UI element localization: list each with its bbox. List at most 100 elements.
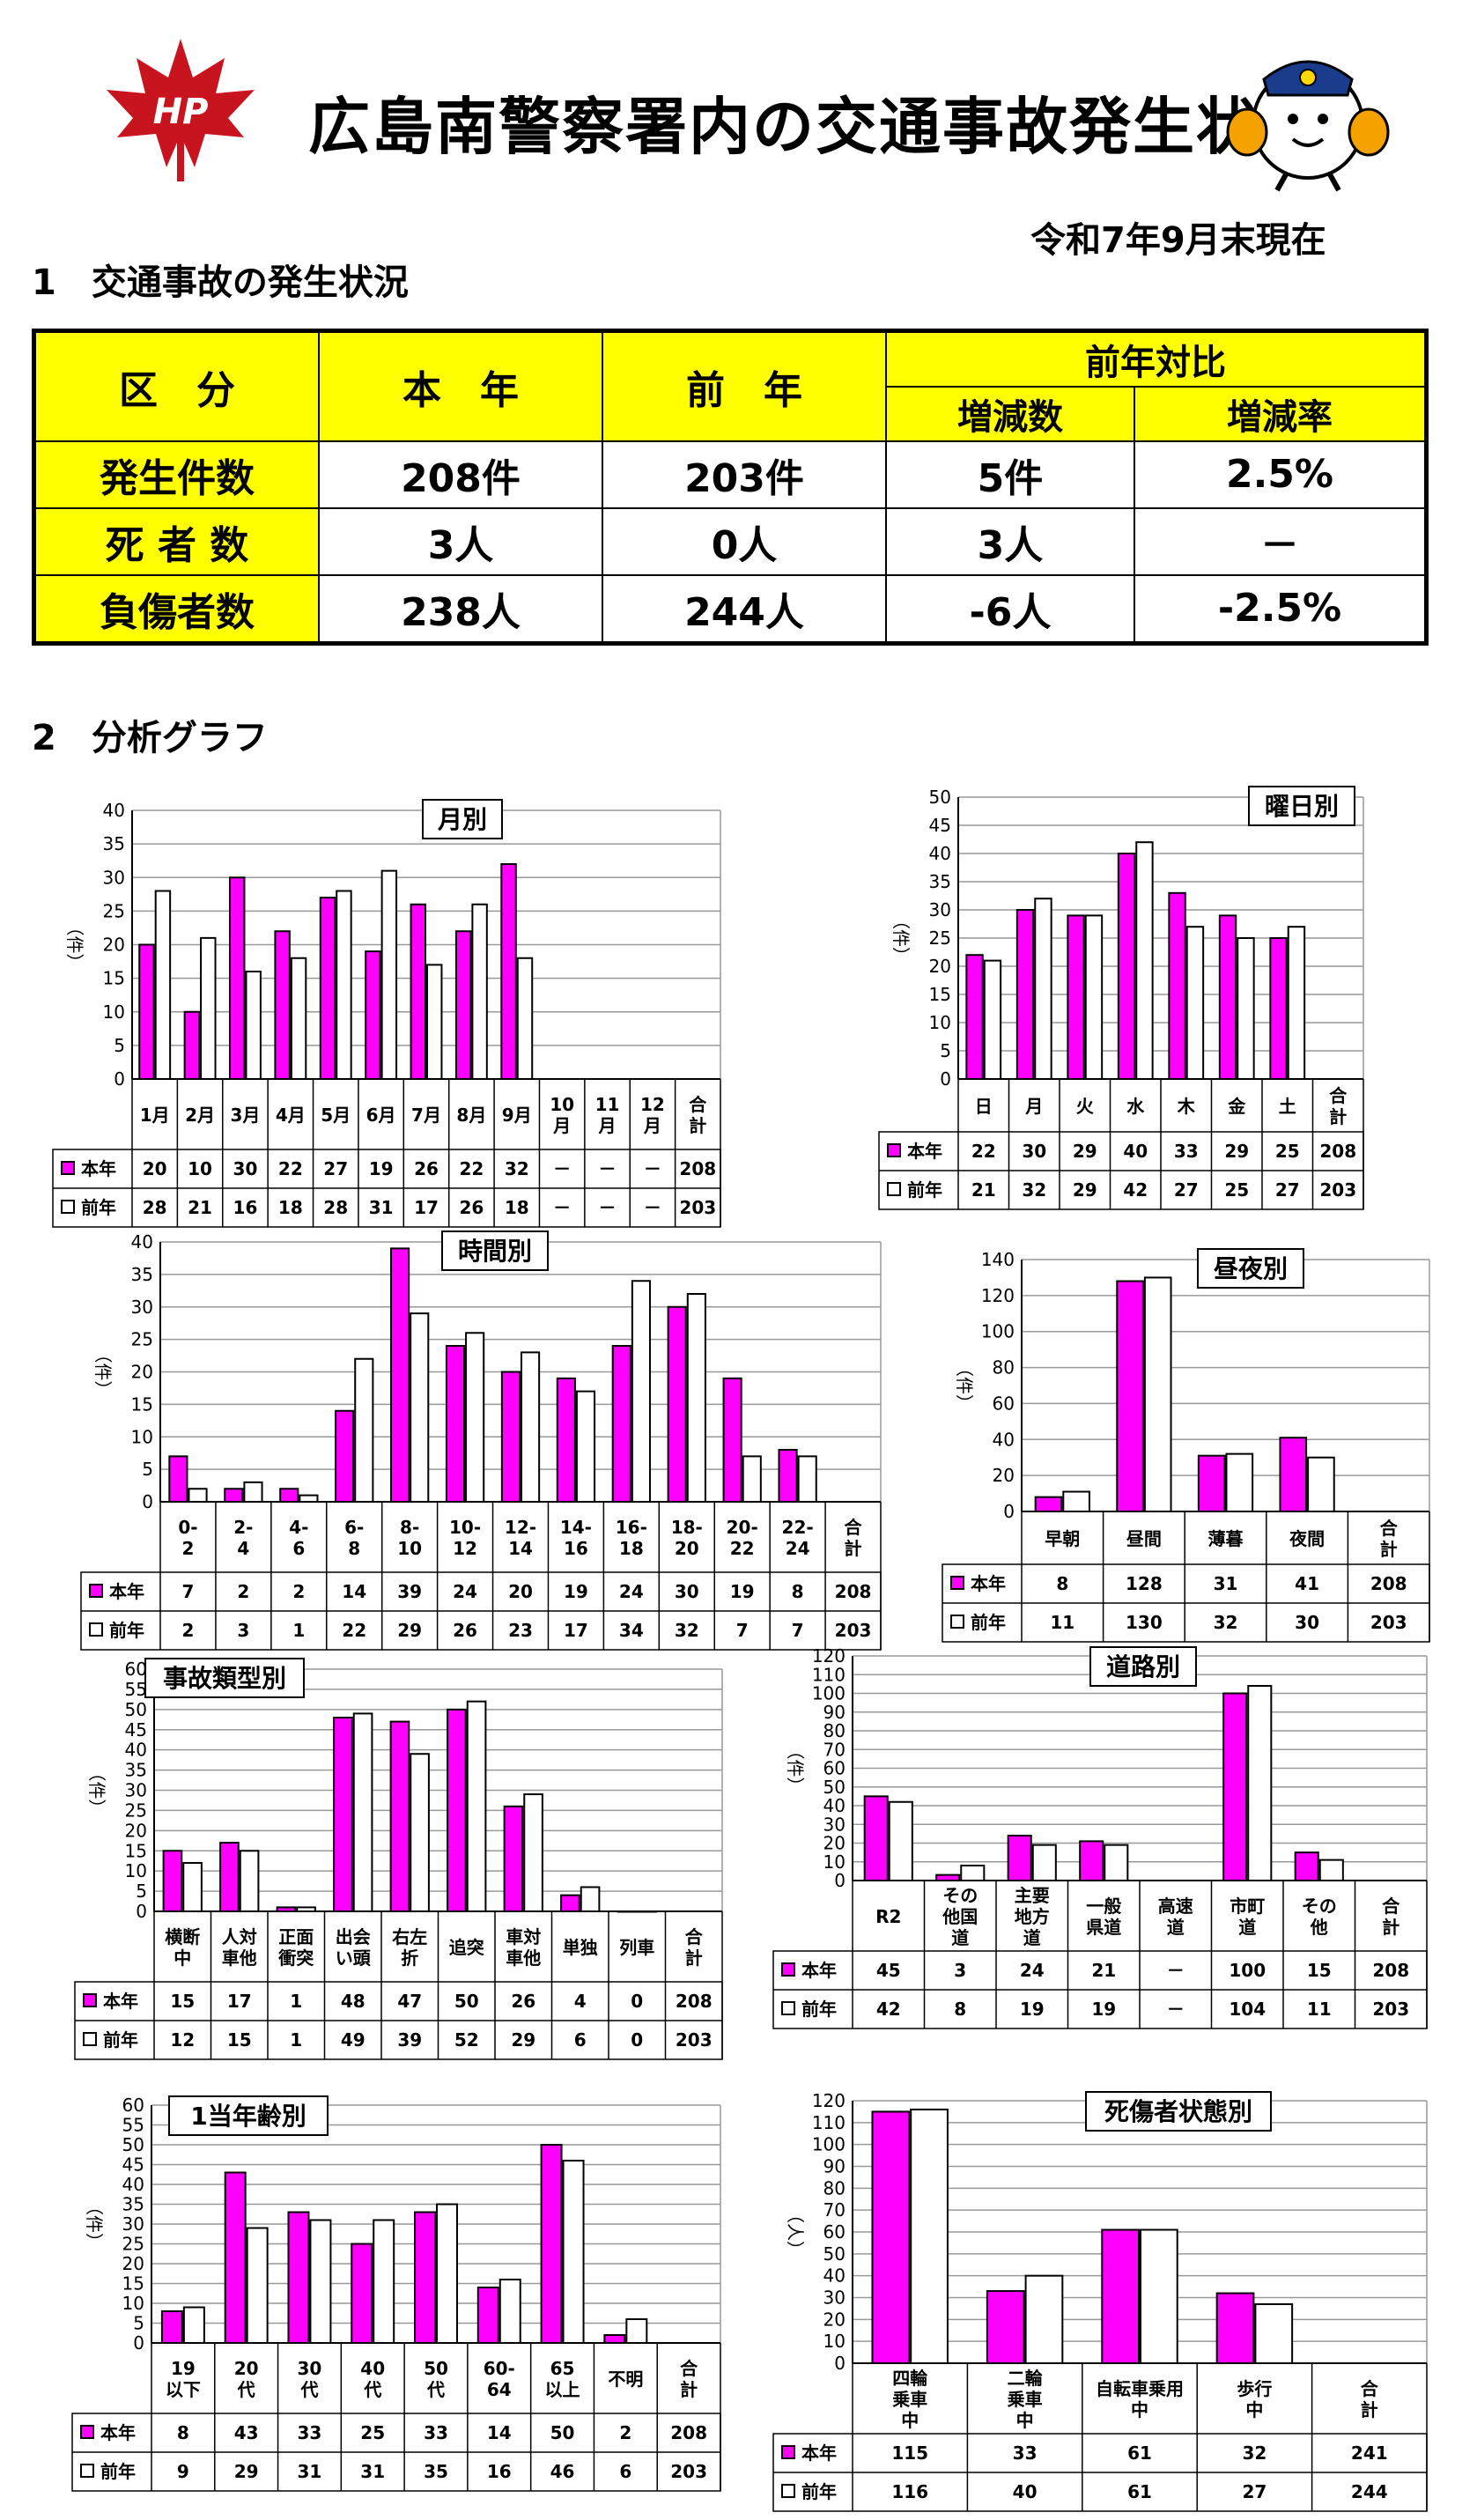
category-label: 計 bbox=[845, 1538, 862, 1559]
chart-title-box bbox=[1197, 1248, 1304, 1289]
legend-label: 前年 bbox=[907, 1179, 942, 1201]
y-tick-label: 20 bbox=[823, 1833, 846, 1854]
y-tick-label: 30 bbox=[929, 899, 951, 920]
category-label: 16 bbox=[564, 1538, 588, 1559]
category-label: 月 bbox=[643, 1115, 661, 1136]
category-label: 0- bbox=[178, 1517, 197, 1538]
data-label: 52 bbox=[454, 2029, 479, 2051]
category-label: 自転車乗用 bbox=[1096, 2378, 1184, 2399]
category-label: 火 bbox=[1076, 1096, 1095, 1117]
y-tick-label: 20 bbox=[122, 2253, 144, 2274]
data-label: 24 bbox=[619, 1581, 644, 1602]
category-label: 4 bbox=[237, 1538, 249, 1559]
y-tick-label: 70 bbox=[823, 2199, 846, 2221]
legend-label: 前年 bbox=[103, 2029, 138, 2051]
category-label: 歩行 bbox=[1237, 2378, 1272, 2399]
data-label: 19 bbox=[564, 1581, 588, 1602]
y-tick-label: 60 bbox=[125, 1659, 147, 1680]
y-tick-label: 90 bbox=[823, 1702, 846, 1723]
bar-last-year bbox=[246, 2227, 269, 2344]
category-label: 以下 bbox=[166, 2379, 201, 2400]
legend-swatch bbox=[89, 1622, 103, 1637]
data-label: 29 bbox=[1224, 1141, 1249, 1162]
data-label: 8 bbox=[792, 1581, 804, 1602]
category-label: 月 bbox=[1024, 1096, 1043, 1117]
data-label: 208 bbox=[835, 1581, 872, 1602]
data-label: 39 bbox=[397, 2029, 422, 2051]
chart-accident-type: 051015202530354045505560（件）事故類型別横断中人対車他正… bbox=[74, 1658, 723, 2060]
data-label: 27 bbox=[323, 1158, 348, 1179]
data-label: － bbox=[599, 1158, 617, 1179]
chart-title-box bbox=[422, 799, 503, 839]
legend-swatch bbox=[950, 1615, 964, 1629]
category-label: 中 bbox=[901, 2410, 919, 2431]
y-tick-label: 5 bbox=[136, 1881, 147, 1902]
category-label: 衝突 bbox=[277, 1947, 314, 1969]
legend-label: 前年 bbox=[801, 2481, 837, 2502]
bar-last-year bbox=[309, 2219, 332, 2344]
y-tick-label: 10 bbox=[131, 1426, 153, 1447]
police-mascot-icon bbox=[1226, 60, 1390, 192]
category-label: 2- bbox=[233, 1517, 253, 1538]
category-label: 8月 bbox=[456, 1105, 486, 1126]
bar-last-year bbox=[1034, 898, 1052, 1080]
category-label: その bbox=[1302, 1896, 1337, 1917]
category-label: 20 bbox=[234, 2358, 259, 2379]
row-rate: － bbox=[1133, 506, 1428, 576]
bar-this-year bbox=[500, 1371, 521, 1503]
bar-this-year bbox=[219, 1842, 240, 1912]
data-label: 29 bbox=[511, 2029, 535, 2051]
category-label: 高速 bbox=[1158, 1896, 1193, 1917]
data-label: 17 bbox=[227, 1991, 252, 2012]
legend-swatch bbox=[83, 1993, 97, 2007]
category-label: 10- bbox=[449, 1517, 481, 1538]
data-label: 3 bbox=[237, 1620, 249, 1641]
data-label: 203 bbox=[1319, 1179, 1356, 1201]
bar-last-year bbox=[1140, 2228, 1178, 2364]
bar-last-year bbox=[410, 1312, 430, 1503]
data-label: 47 bbox=[397, 1991, 422, 2012]
category-label: 合 bbox=[685, 1926, 704, 1947]
bar-this-year bbox=[414, 2211, 436, 2344]
y-tick-label: 60 bbox=[823, 2221, 846, 2243]
bar-this-year bbox=[162, 1850, 183, 1912]
category-label: 50 bbox=[424, 2358, 448, 2379]
chart-title: 1当年齢別 bbox=[190, 2102, 306, 2131]
y-tick-label: 20 bbox=[929, 956, 951, 977]
data-label: 49 bbox=[341, 2029, 366, 2051]
category-label: 夜間 bbox=[1289, 1528, 1325, 1549]
data-label: 29 bbox=[1073, 1141, 1097, 1162]
data-label: 203 bbox=[1370, 1612, 1407, 1633]
y-tick-label: 25 bbox=[131, 1329, 153, 1350]
y-tick-label: 40 bbox=[125, 1740, 147, 1761]
data-label: 16 bbox=[487, 2461, 512, 2482]
bar-last-year bbox=[290, 957, 307, 1080]
data-label: 100 bbox=[1229, 1960, 1266, 1981]
y-tick-label: 25 bbox=[125, 1799, 147, 1821]
category-label: R2 bbox=[875, 1906, 901, 1927]
bar-last-year bbox=[910, 2108, 949, 2365]
category-label: 道 bbox=[1167, 1917, 1185, 1938]
y-axis-label: （件） bbox=[92, 1346, 114, 1399]
category-label: 一般 bbox=[1086, 1896, 1121, 1917]
chart-title-box bbox=[441, 1230, 549, 1271]
bar-last-year bbox=[354, 1357, 374, 1503]
data-label: 1 bbox=[290, 1991, 302, 2012]
chart-title: 事故類型別 bbox=[163, 1664, 286, 1693]
data-label: 43 bbox=[234, 2422, 259, 2443]
bar-this-year bbox=[229, 876, 246, 1080]
data-label: 244 bbox=[1351, 2481, 1388, 2502]
category-label: 日 bbox=[975, 1096, 993, 1117]
header-rate: 増減率 bbox=[1133, 386, 1428, 442]
category-label: 19 bbox=[171, 2358, 196, 2379]
data-label: － bbox=[599, 1197, 617, 1218]
chart-title-box bbox=[168, 2095, 329, 2136]
legend-label: 本年 bbox=[109, 1581, 144, 1602]
y-tick-label: 30 bbox=[125, 1780, 147, 1801]
bar-this-year bbox=[1007, 1835, 1032, 1881]
category-label: 合 bbox=[1382, 1896, 1400, 1917]
data-label: 29 bbox=[234, 2461, 259, 2482]
data-label: 11 bbox=[1050, 1612, 1075, 1633]
bar-last-year bbox=[239, 1850, 260, 1912]
data-label: 208 bbox=[679, 1158, 716, 1179]
